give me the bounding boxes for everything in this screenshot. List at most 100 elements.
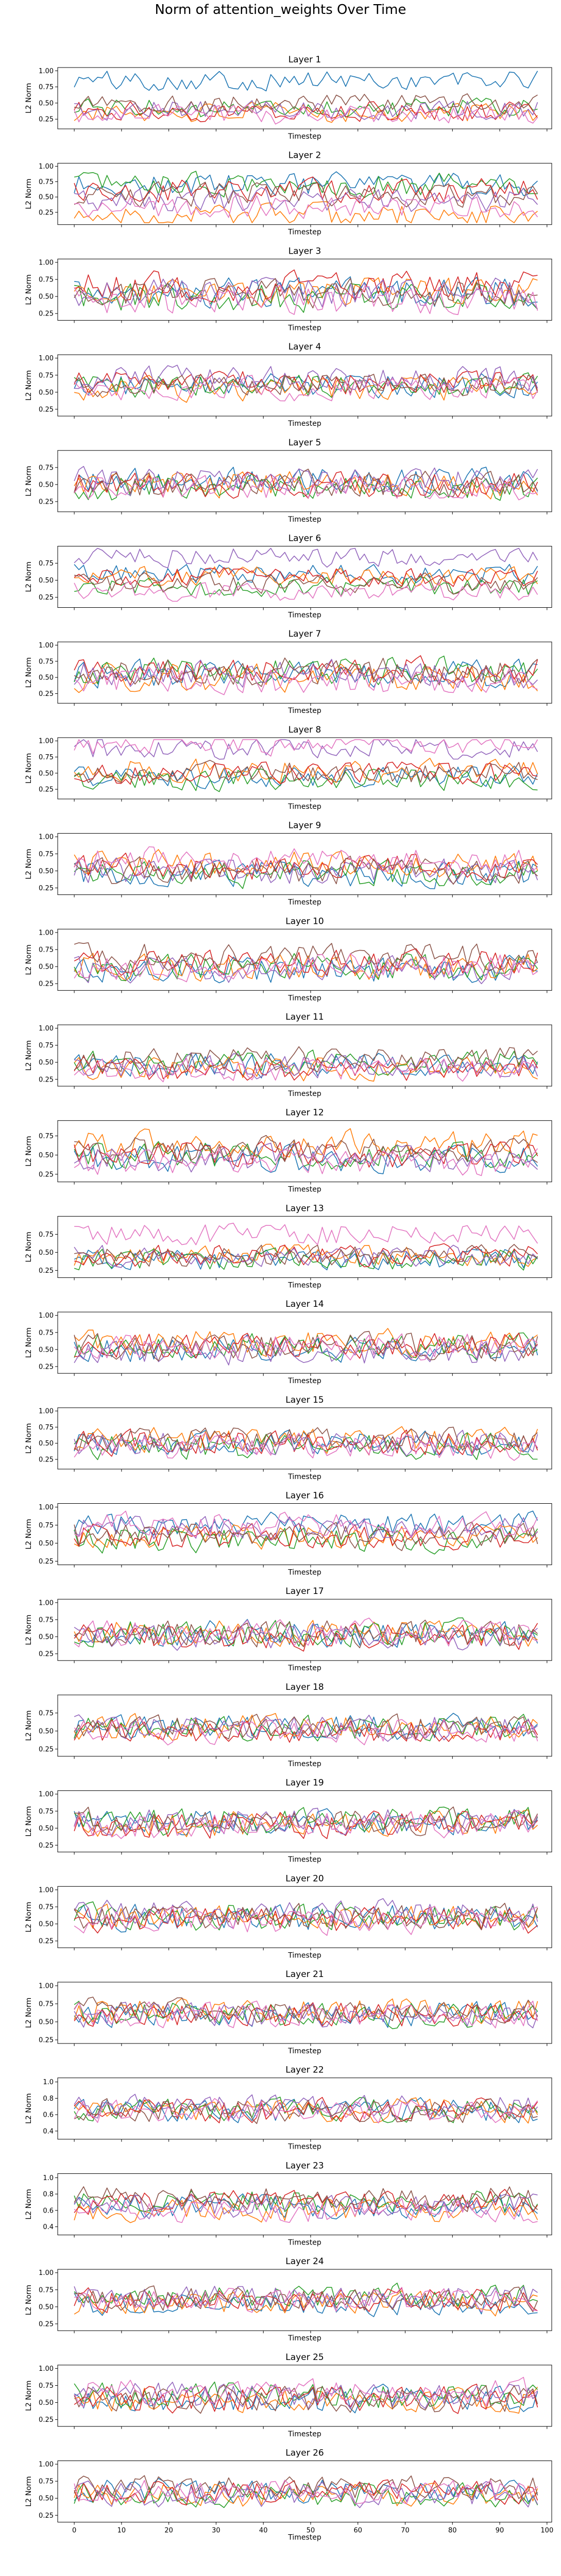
panel-title: Layer 15 — [285, 1395, 324, 1405]
layer-panel: Layer 23 0.4 0.6 0.8 1.0 L2 Norm Timestep — [25, 2160, 552, 2247]
series-line — [74, 1057, 538, 1083]
y-tick-label: 0.50 — [39, 674, 54, 682]
y-tick-label: 1.00 — [39, 738, 54, 745]
x-axis-label: Timestep — [287, 2047, 321, 2055]
panel-title: Layer 11 — [285, 1012, 324, 1022]
series-line — [74, 2000, 538, 2029]
y-tick-label: 0.25 — [39, 1267, 54, 1275]
y-tick-label: 0.50 — [39, 1825, 54, 1833]
y-axis-label: L2 Norm — [25, 370, 33, 401]
series-line — [74, 1143, 538, 1174]
y-axis-label: L2 Norm — [25, 944, 33, 975]
y-tick-label: 0.75 — [39, 1329, 54, 1337]
plot-frame — [57, 450, 552, 512]
y-tick-label: 1.00 — [39, 1408, 54, 1416]
y-axis-label: L2 Norm — [25, 2476, 33, 2506]
series-line — [74, 849, 538, 877]
y-tick-label: 1.00 — [39, 1791, 54, 1799]
series-line — [74, 1714, 538, 1742]
y-tick-label: 0.50 — [39, 577, 54, 585]
y-tick-label: 1.00 — [39, 642, 54, 650]
y-tick-label: 0.25 — [39, 2320, 54, 2328]
y-tick-label: 0.50 — [39, 1346, 54, 1354]
y-tick-label: 0.25 — [39, 1746, 54, 1753]
y-axis-label: L2 Norm — [25, 2093, 33, 2124]
x-tick-label: 80 — [448, 2527, 457, 2535]
x-axis-label: Timestep — [287, 1856, 321, 1864]
series-line — [74, 1148, 538, 1176]
series-line — [74, 659, 538, 689]
y-tick-label: 0.75 — [39, 2001, 54, 2008]
y-tick-label: 0.25 — [39, 2416, 54, 2424]
layer-panel: Layer 14 0.25 0.50 0.75 1.00 L2 Norm Timestep — [25, 1299, 552, 1385]
y-tick-label: 0.50 — [39, 963, 54, 971]
series-line — [74, 760, 538, 783]
y-tick-label: 0.25 — [39, 980, 54, 988]
y-tick-label: 0.25 — [39, 2512, 54, 2520]
series-line — [74, 955, 538, 984]
x-tick-label: 50 — [307, 2527, 315, 2535]
panel-title: Layer 1 — [288, 55, 321, 65]
series-line — [74, 104, 538, 125]
y-tick-label: 1.00 — [39, 355, 54, 362]
y-tick-label: 0.25 — [39, 1363, 54, 1371]
x-tick-label: 70 — [401, 2527, 410, 2535]
y-tick-label: 0.25 — [39, 1938, 54, 1946]
series-line — [74, 1623, 538, 1651]
y-axis-label: L2 Norm — [25, 466, 33, 496]
plot-frame — [57, 833, 552, 895]
plot-frame — [57, 1216, 552, 1278]
series-line — [74, 364, 538, 392]
y-tick-label: 0.25 — [39, 1842, 54, 1850]
series-line — [74, 1142, 538, 1173]
series-line — [74, 1244, 538, 1267]
y-tick-label: 0.50 — [39, 194, 54, 202]
y-tick-label: 1.00 — [39, 68, 54, 75]
series-line — [74, 655, 538, 686]
plot-frame — [57, 354, 552, 417]
y-tick-label: 0.75 — [39, 658, 54, 666]
series-line — [74, 564, 538, 585]
y-tick-label: 0.75 — [39, 1424, 54, 1432]
y-tick-label: 1.00 — [39, 1886, 54, 1894]
y-tick-label: 0.25 — [39, 1558, 54, 1566]
series-line — [74, 859, 538, 889]
y-tick-label: 0.25 — [39, 498, 54, 506]
y-tick-label: 0.50 — [39, 293, 54, 301]
series-line — [74, 1510, 538, 1538]
y-axis-label: L2 Norm — [25, 179, 33, 209]
y-tick-label: 1.00 — [39, 1983, 54, 1990]
y-axis-label: L2 Norm — [25, 1998, 33, 2028]
figure-title: Norm of attention_weights Over Time — [155, 2, 406, 18]
series-line — [74, 2098, 538, 2124]
series-line — [74, 171, 538, 198]
series-line — [74, 1714, 538, 1742]
x-axis-label: Timestep — [287, 2334, 321, 2342]
series-line — [74, 662, 538, 693]
y-tick-label: 1.0 — [43, 2079, 54, 2086]
series-line — [74, 1806, 538, 1836]
y-tick-label: 0.4 — [43, 2128, 54, 2135]
y-axis-label: L2 Norm — [25, 1615, 33, 1645]
layer-panel: Layer 8 0.25 0.50 0.75 1.00 L2 Norm Timestep — [25, 725, 552, 811]
panel-title: Layer 3 — [288, 246, 321, 256]
series-line — [74, 2287, 538, 2313]
plot-frame — [57, 2365, 552, 2427]
x-axis-label: Timestep — [287, 2430, 321, 2438]
x-axis-label: Timestep — [287, 899, 321, 907]
x-axis-label: Timestep — [287, 707, 321, 715]
series-line — [74, 193, 538, 219]
y-axis-label: L2 Norm — [25, 1327, 33, 1358]
x-tick-label: 0 — [72, 2527, 76, 2535]
layer-panel: Layer 26 0.25 0.50 0.75 1.00 L2 Norm 0 10 20 30 40… — [25, 2448, 553, 2542]
y-tick-label: 0.75 — [39, 1808, 54, 1816]
series-line — [74, 2285, 538, 2313]
series-line — [74, 277, 538, 309]
series-line — [74, 469, 538, 497]
panel-title: Layer 17 — [285, 1586, 324, 1597]
y-tick-label: 0.75 — [39, 276, 54, 284]
panel-title: Layer 10 — [285, 916, 324, 926]
series-line — [74, 655, 538, 685]
y-tick-label: 0.50 — [39, 1727, 54, 1735]
